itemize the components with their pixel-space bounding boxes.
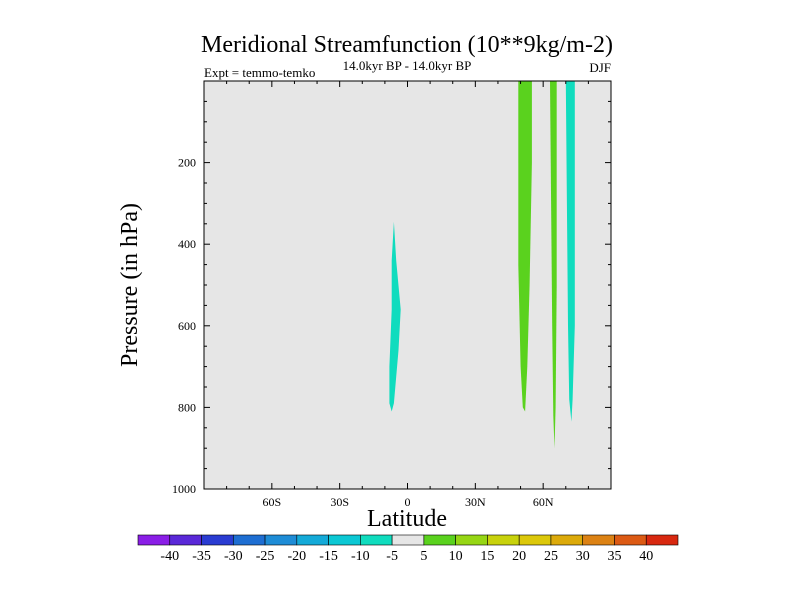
colorbar-label: -35 (192, 549, 211, 564)
chart-title: Meridional Streamfunction (10**9kg/m-2) (201, 32, 613, 58)
contour-regions (389, 81, 575, 449)
y-tick-label: 400 (178, 237, 196, 251)
colorbar: -40 -35 -30 -25 -20 -15 -10 -5 5 10 15 20 25 30 35 40 (137, 534, 679, 564)
colorbar-label: 15 (480, 549, 494, 564)
x-axis-label: Latitude (367, 506, 447, 532)
colorbar-label: 10 (449, 549, 463, 564)
colorbar-swatch (423, 534, 456, 546)
axis-ticks: 60S 30S 0 30N 60N 200 400 600 800 1000 (172, 81, 611, 509)
contour-region-band-63N (550, 81, 557, 449)
period-label: 14.0kyr BP - 14.0kyr BP (343, 58, 472, 73)
colorbar-swatch (264, 534, 298, 546)
colorbar-label: 40 (639, 549, 653, 564)
colorbar-swatch (201, 534, 234, 546)
x-tick-label: 60N (533, 495, 554, 509)
colorbar-swatch (550, 534, 584, 546)
colorbar-swatch (487, 534, 520, 546)
colorbar-swatch (391, 534, 425, 546)
colorbar-label: -5 (386, 549, 398, 564)
contour-region-band-71N (565, 81, 575, 422)
colorbar-swatch (232, 534, 266, 546)
x-tick-label: 60S (262, 495, 281, 509)
y-tick-label: 1000 (172, 482, 196, 496)
contour-region-band-50N (518, 81, 532, 412)
colorbar-swatch (518, 534, 552, 546)
y-tick-label: 600 (178, 319, 196, 333)
colorbar-swatch (582, 534, 615, 546)
colorbar-label: -30 (224, 549, 243, 564)
colorbar-label: 35 (607, 549, 621, 564)
colorbar-label: -15 (319, 549, 338, 564)
colorbar-swatch (328, 534, 361, 546)
colorbar-label: -25 (256, 549, 275, 564)
x-tick-label: 0 (405, 495, 411, 509)
y-tick-label: 800 (178, 400, 196, 414)
colorbar-label: 20 (512, 549, 526, 564)
colorbar-label: 25 (544, 549, 558, 564)
colorbar-label: 5 (420, 549, 427, 564)
colorbar-swatch (645, 534, 679, 546)
colorbar-label: -40 (160, 549, 179, 564)
colorbar-label: 30 (576, 549, 590, 564)
experiment-label: Expt = temmo-temko (204, 65, 315, 80)
colorbar-swatch (137, 534, 171, 546)
colorbar-swatch (455, 534, 488, 546)
colorbar-label: -20 (287, 549, 306, 564)
y-tick-label: 200 (178, 156, 196, 170)
x-tick-label: 30N (465, 495, 486, 509)
contour-region-band-near-equator (389, 221, 401, 412)
colorbar-swatch (296, 534, 329, 546)
colorbar-label: -10 (351, 549, 370, 564)
colorbar-swatch (360, 534, 393, 546)
plot-area (204, 81, 611, 489)
x-tick-label: 30S (330, 495, 349, 509)
season-label: DJF (589, 60, 611, 75)
y-axis-label: Pressure (in hPa) (117, 203, 143, 367)
colorbar-swatch (614, 534, 647, 546)
colorbar-swatch (169, 534, 202, 546)
